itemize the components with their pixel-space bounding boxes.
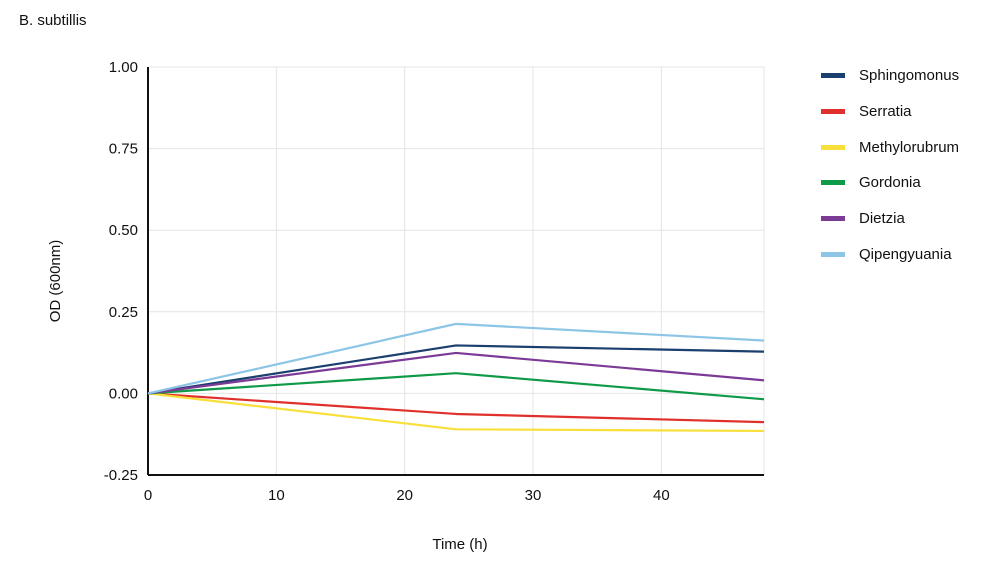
legend-swatch: [821, 251, 845, 257]
legend-item: Serratia: [821, 94, 959, 130]
y-tick-label: 1.00: [109, 59, 138, 76]
y-tick-label: 0.75: [109, 141, 138, 158]
y-tick-label: 0.00: [109, 385, 138, 402]
legend-label: Gordonia: [859, 174, 921, 192]
series-line: [147, 392, 765, 424]
legend-item: Methylorubrum: [821, 129, 959, 165]
legend-label: Qipengyuania: [859, 245, 952, 263]
y-tick-label: 0.25: [109, 304, 138, 321]
legend-label: Sphingomonus: [859, 67, 960, 85]
x-tick-label: 20: [396, 487, 413, 504]
legend-swatch: [821, 180, 845, 186]
series-line: [147, 322, 765, 395]
tick-labels: 0 10 20 30 40 -0.25 0.00 0.25 0.50 0.75 1.00: [104, 59, 670, 504]
x-tick-label: 0: [144, 487, 152, 504]
x-tick-label: 10: [268, 487, 285, 504]
legend-item: Dietzia: [821, 201, 959, 237]
axes: [147, 67, 764, 476]
x-tick-label: 40: [653, 487, 670, 504]
legend-item: Gordonia: [821, 165, 959, 201]
series-line: [147, 372, 765, 401]
chart-title: B. subtillis: [19, 12, 87, 29]
legend-label: Dietzia: [859, 210, 905, 228]
grid: [148, 66, 765, 476]
legend-label: Serratia: [859, 103, 912, 121]
legend-item: Qipengyuania: [821, 236, 959, 272]
legend-item: Sphingomonus: [821, 58, 959, 94]
y-tick-label: 0.50: [109, 222, 138, 239]
series-line: [147, 351, 765, 395]
x-tick-label: 30: [525, 487, 542, 504]
series-line: [147, 344, 765, 395]
legend: Sphingomonus Serratia Methylorubrum Gordoni…: [821, 58, 959, 272]
series-line: [147, 392, 765, 433]
y-tick-label: -0.25: [104, 467, 138, 484]
legend-label: Methylorubrum: [859, 138, 960, 156]
x-axis-label: Time (h): [432, 536, 487, 553]
series-lines: [147, 322, 765, 433]
legend-swatch: [821, 144, 845, 150]
y-axis-label: OD (600nm): [47, 240, 64, 323]
legend-swatch: [821, 109, 845, 115]
legend-swatch: [821, 73, 845, 79]
legend-swatch: [821, 216, 845, 222]
